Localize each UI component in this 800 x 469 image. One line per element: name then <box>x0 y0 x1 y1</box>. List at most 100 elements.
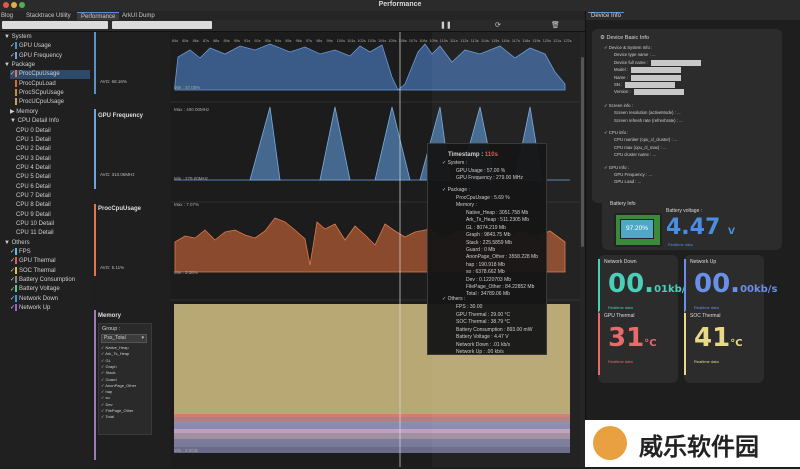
tree-item-proccpuload[interactable]: ProcCpuLoad <box>10 79 56 89</box>
trash-icon[interactable]: 🗑 <box>551 22 560 29</box>
memory-legend-item[interactable]: ✓ FilePage_Other <box>101 408 133 413</box>
tree-item-procucpuusage[interactable]: ProcUCpuUsage <box>10 98 64 107</box>
tab-stacktrace-utility[interactable]: Stacktrace Utility <box>26 13 71 19</box>
tree-item-proccpuusage[interactable]: ✓ ProcCpuUsage <box>10 70 90 80</box>
tree-checkbox[interactable]: ✓ <box>10 286 16 293</box>
check-icon[interactable]: ✓ <box>101 401 106 407</box>
tree-item-cpu-9-detail[interactable]: CPU 9 Detail <box>16 211 51 220</box>
tree-checkbox[interactable]: ✓ <box>10 43 16 50</box>
check-icon[interactable]: ✓ <box>101 357 106 363</box>
memory-legend-item[interactable]: ✓ Graph <box>101 364 117 369</box>
group-select[interactable]: Pss_Total ▾ <box>101 334 147 343</box>
tree-item-cpu-2-detail[interactable]: CPU 2 Detail <box>16 145 51 154</box>
memory-legend-item[interactable]: ✓ Guard <box>101 377 117 382</box>
tree-item-network-down[interactable]: ✓ Network Down <box>10 294 58 304</box>
memory-legend-item[interactable]: ✓ AnonPage_Other <box>101 383 136 388</box>
tree-item-fps[interactable]: ✓ FPS <box>10 248 31 257</box>
tree-checkbox[interactable]: ✓ <box>10 277 16 284</box>
tree-item-cpu-1-detail[interactable]: CPU 1 Detail <box>16 136 51 145</box>
tree-item-cpu-detail-info[interactable]: ▼ CPU Detail Info <box>10 117 59 126</box>
tree-checkbox[interactable]: ✓ <box>10 249 16 256</box>
memory-legend-item[interactable]: ✓ Ark_Ts_Heap <box>101 351 129 356</box>
chevron-right-icon[interactable]: ▶ <box>10 108 17 115</box>
memory-legend-item[interactable]: ✓ GL <box>101 358 111 363</box>
pause-icon[interactable]: ❚❚ <box>440 22 452 29</box>
tree-checkbox[interactable]: ✓ <box>10 295 16 302</box>
tree-item-soc-thermal[interactable]: ✓ SOC Thermal <box>10 266 56 276</box>
tree-item-package[interactable]: ▼ Package <box>4 61 35 70</box>
memory-legend-item[interactable]: ✓ Total <box>101 414 114 419</box>
refresh-icon[interactable]: ⟳ <box>495 22 501 29</box>
check-icon[interactable]: ✓ <box>101 408 106 413</box>
device-info-line: Name : <box>614 74 628 80</box>
tree-item-cpu-8-detail[interactable]: CPU 8 Detail <box>16 201 51 210</box>
memory-band <box>174 433 570 439</box>
tooltip-others-line: Network Down : .01 kb/s <box>456 341 511 348</box>
check-icon[interactable]: ✓ <box>101 389 106 395</box>
charts-scrollbar[interactable] <box>580 32 585 467</box>
time-tick: 121s <box>553 39 561 43</box>
chevron-down-icon[interactable]: ▼ <box>4 34 12 40</box>
tab-performance[interactable]: Performance <box>77 12 120 21</box>
tooltip-memory-line: Guard : 0 Mb <box>466 247 496 253</box>
tree-item-cpu-6-detail[interactable]: CPU 6 Detail <box>16 183 51 192</box>
chevron-down-icon[interactable]: ▼ <box>4 239 12 246</box>
tree-item-cpu-5-detail[interactable]: CPU 5 Detail <box>16 173 51 182</box>
check-icon[interactable]: ✓ <box>101 345 106 350</box>
memory-legend-label: Ark_Ts_Heap <box>105 351 130 357</box>
tree-item-others[interactable]: ▼ Others <box>4 239 30 248</box>
memory-legend-item[interactable]: ✓ Stack <box>101 370 115 375</box>
device-select[interactable] <box>2 21 108 29</box>
tree-checkbox[interactable]: ✓ <box>10 305 16 312</box>
chevron-down-icon[interactable]: ▼ <box>10 118 18 125</box>
tree-item-cpu-4-detail[interactable]: CPU 4 Detail <box>16 164 51 173</box>
tree-item-network-up[interactable]: ✓ Network Up <box>10 304 50 313</box>
tree-item-cpu-7-detail[interactable]: CPU 7 Detail <box>16 192 51 201</box>
scrollbar-thumb[interactable] <box>581 57 584 247</box>
tooltip-others-line: SOC Thermal : 38.79 °C <box>456 319 511 325</box>
tree-item-label: Others <box>11 239 30 246</box>
check-icon[interactable]: ✓ <box>101 376 106 382</box>
tab-device-info[interactable]: Device Info <box>588 12 625 19</box>
tree-item-cpu-10-detail[interactable]: CPU 10 Detail <box>16 220 54 229</box>
tab-arkui-dump[interactable]: ArkUI Dump <box>122 13 155 19</box>
check-icon[interactable]: ✓ <box>101 363 106 369</box>
memory-legend-item[interactable]: ✓ Dev <box>101 402 113 407</box>
tab-blog[interactable]: Blog <box>1 13 14 19</box>
close-window-button[interactable] <box>3 2 9 8</box>
tree-checkbox[interactable]: ✓ <box>10 52 16 59</box>
minimize-window-button[interactable] <box>11 2 17 8</box>
process-select[interactable] <box>112 21 212 29</box>
check-icon[interactable]: ✓ <box>101 370 106 376</box>
check-icon[interactable]: ✓ <box>101 382 106 388</box>
tree-item-label: CPU 7 Detail <box>16 192 51 199</box>
check-icon[interactable]: ✓ <box>101 351 106 357</box>
device-info-line: Version : <box>614 89 631 95</box>
tree-item-gpu-usage[interactable]: ✓ GPU Usage <box>10 42 51 51</box>
tree-item-cpu-0-detail[interactable]: CPU 0 Detail <box>16 127 51 136</box>
memory-legend-item[interactable]: ✓ hap <box>101 389 112 394</box>
tree-item-gpu-frequency[interactable]: ✓ GPU Frequency <box>10 51 62 61</box>
check-icon[interactable]: ✓ <box>101 414 106 420</box>
tree-checkbox[interactable]: ✓ <box>10 267 16 274</box>
tree-item-cpu-3-detail[interactable]: CPU 3 Detail <box>16 155 51 164</box>
tree-checkbox[interactable]: ✓ <box>10 71 16 78</box>
tree-item-cpu-11-detail[interactable]: CPU 11 Detail <box>16 229 54 238</box>
tree-item-gpu-thermal[interactable]: ✓ GPU Thermal <box>10 257 56 266</box>
maximize-window-button[interactable] <box>19 2 25 8</box>
tree-item-battery-consumption[interactable]: ✓ Battery Consumption <box>10 276 75 285</box>
memory-legend-item[interactable]: ✓ Native_Heap <box>101 345 129 350</box>
tree-item-system[interactable]: ▼ System <box>4 33 32 42</box>
tree-item-procscpuusage[interactable]: ProcSCpuUsage <box>10 89 64 98</box>
timestamp-value: 110s <box>484 152 498 158</box>
tree-item-battery-voltage[interactable]: ✓ Battery Voltage <box>10 285 60 294</box>
memory-legend-item[interactable]: ✓ so <box>101 395 110 400</box>
chevron-down-icon[interactable]: ▼ <box>4 62 12 69</box>
tooltip-memory-line: Dev : 0.1220703 Mb <box>466 276 512 283</box>
check-icon[interactable]: ✓ <box>101 395 106 401</box>
device-info-line: GPU Load : ... <box>614 179 642 185</box>
gpu-thermal-unit: °C <box>644 338 657 349</box>
memory-band <box>174 414 570 417</box>
tree-checkbox[interactable]: ✓ <box>10 258 16 265</box>
tree-item-memory[interactable]: ▶ Memory <box>10 108 38 117</box>
